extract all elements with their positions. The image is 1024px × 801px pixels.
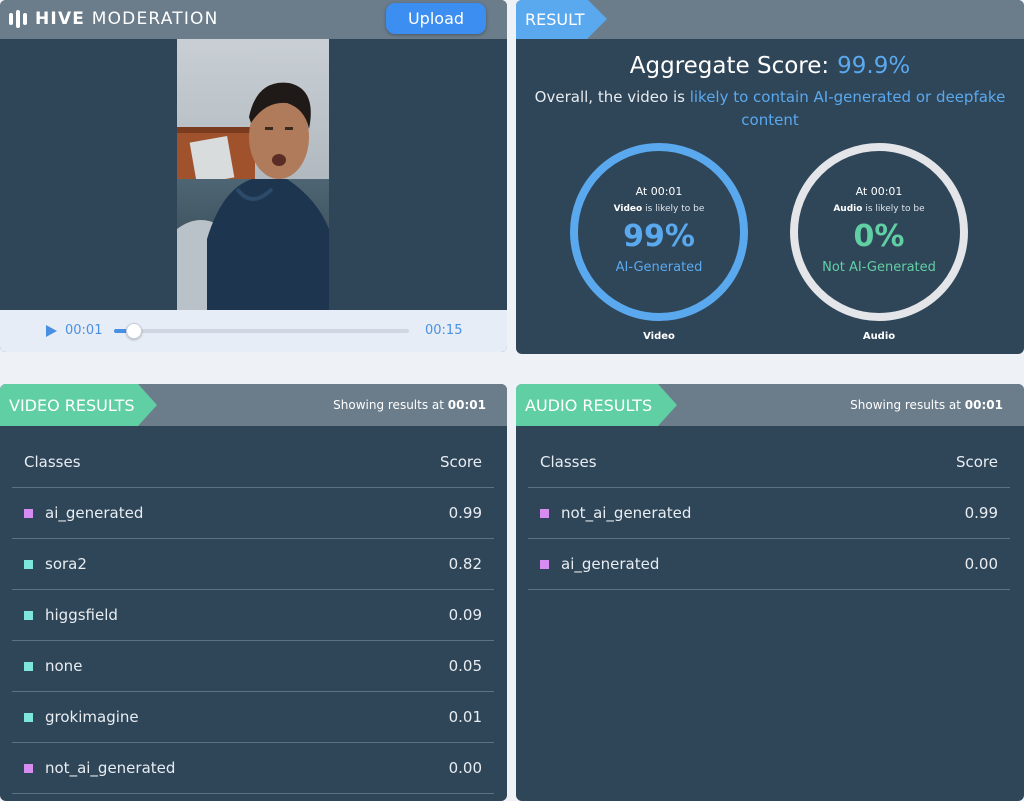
video-showing-prefix: Showing results at [333,398,444,412]
result-ribbon-arrow [588,0,607,38]
class-name: grokimagine [45,708,139,726]
result-header: RESULT [516,0,1024,39]
audio-score-ring: At 00:01 Audio is likely to be 0% Not AI… [790,143,968,321]
video-frame[interactable] [177,39,329,310]
audio-ring-verdict: Not AI-Generated [822,260,936,275]
class-score: 0.99 [448,504,482,522]
column-classes: Classes [24,453,81,471]
audio-ring-percent: 0% [853,219,905,254]
video-player-panel: HIVE MODERATION Upload [0,0,507,352]
overall-summary: Overall, the video is likely to contain … [532,86,1008,132]
table-row: not_ai_generated 0.99 [528,488,1010,539]
brand-word-moderation: MODERATION [91,9,219,29]
video-showing-results: Showing results at 00:01 [333,398,486,412]
class-score: 0.99 [964,504,998,522]
video-results-panel: VIDEO RESULTS Showing results at 00:01 C… [0,384,507,801]
hive-logo-icon [9,10,27,28]
class-score: 0.00 [964,555,998,573]
video-ring-likely: is likely to be [645,204,705,214]
audio-ring-time: At 00:01 [855,185,903,198]
class-color-swatch [24,713,33,722]
class-color-swatch [540,560,549,569]
class-name: ai_generated [561,555,660,573]
brand-bar: HIVE MODERATION Upload [0,0,507,39]
seek-bar-progress [114,329,134,333]
audio-showing-prefix: Showing results at [850,398,961,412]
table-row: sora2 0.82 [12,539,494,590]
result-ribbon: RESULT [516,0,588,39]
audio-results-table: Classes Score not_ai_generated 0.99 ai_gen… [528,426,1010,590]
video-ring-subject: Video [613,204,643,214]
overall-prefix: Overall, the video is [534,88,685,106]
video-results-ribbon: VIDEO RESULTS [0,384,138,426]
class-color-swatch [24,764,33,773]
aggregate-score: Aggregate Score: 99.9% [516,53,1024,79]
video-frame-image [177,39,329,310]
video-ring-percent: 99% [623,219,695,254]
audio-ring-caption: Audio [862,331,896,342]
brand-word-hive: HIVE [35,9,86,29]
video-ring-time: At 00:01 [635,185,683,198]
class-name: not_ai_generated [561,504,692,522]
player-controls: 00:01 00:15 [0,310,507,352]
class-name: ai_generated [45,504,144,522]
audio-results-header: AUDIO RESULTS Showing results at 00:01 [516,384,1024,426]
class-name: none [45,657,83,675]
overall-highlight: likely to contain AI-generated or deepfa… [689,88,1006,129]
hive-logo[interactable]: HIVE MODERATION [9,9,219,29]
video-ring-caption: Video [643,331,675,342]
class-score: 0.82 [448,555,482,573]
class-name: sora2 [45,555,87,573]
class-color-swatch [24,611,33,620]
table-row: ai_generated 0.99 [12,488,494,539]
duration-time: 00:15 [425,323,463,338]
video-results-header: VIDEO RESULTS Showing results at 00:01 [0,384,507,426]
audio-results-ribbon-arrow [658,384,677,426]
audio-showing-time: 00:01 [964,398,1003,412]
class-color-swatch [540,509,549,518]
class-score: 0.01 [448,708,482,726]
table-row: not_ai_generated 0.00 [12,743,494,794]
upload-button[interactable]: Upload [386,3,486,34]
seek-bar[interactable] [114,323,409,339]
video-showing-time: 00:01 [447,398,486,412]
aggregate-value: 99.9% [837,53,911,79]
video-ring-verdict: AI-Generated [615,260,703,275]
table-header: Classes Score [12,426,494,488]
audio-results-panel: AUDIO RESULTS Showing results at 00:01 C… [516,384,1024,801]
audio-results-ribbon: AUDIO RESULTS [516,384,658,426]
class-color-swatch [24,662,33,671]
column-score: Score [955,453,998,471]
class-color-swatch [24,509,33,518]
current-time: 00:01 [65,323,103,338]
column-classes: Classes [540,453,597,471]
video-results-table: Classes Score ai_generated 0.99 sora2 0.82 h… [12,426,494,794]
table-header: Classes Score [528,426,1010,488]
class-score: 0.00 [448,759,482,777]
class-score: 0.09 [448,606,482,624]
seek-handle[interactable] [125,323,142,339]
class-name: higgsfield [45,606,118,624]
table-row: grokimagine 0.01 [12,692,494,743]
table-row: none 0.05 [12,641,494,692]
audio-showing-results: Showing results at 00:01 [850,398,1003,412]
table-row: ai_generated 0.00 [528,539,1010,590]
aggregate-label: Aggregate Score: [629,53,830,79]
column-score: Score [439,453,482,471]
class-score: 0.05 [448,657,482,675]
audio-ring-likely: is likely to be [865,204,925,214]
play-icon[interactable] [46,325,57,337]
audio-ring-subject: Audio [833,204,863,214]
video-score-ring: At 00:01 Video is likely to be 99% AI-Ge… [570,143,748,321]
class-color-swatch [24,560,33,569]
video-results-ribbon-arrow [138,384,157,426]
class-name: not_ai_generated [45,759,176,777]
table-row: higgsfield 0.09 [12,590,494,641]
result-panel: RESULT Aggregate Score: 99.9% Overall, th… [516,0,1024,354]
video-display[interactable] [0,39,507,310]
